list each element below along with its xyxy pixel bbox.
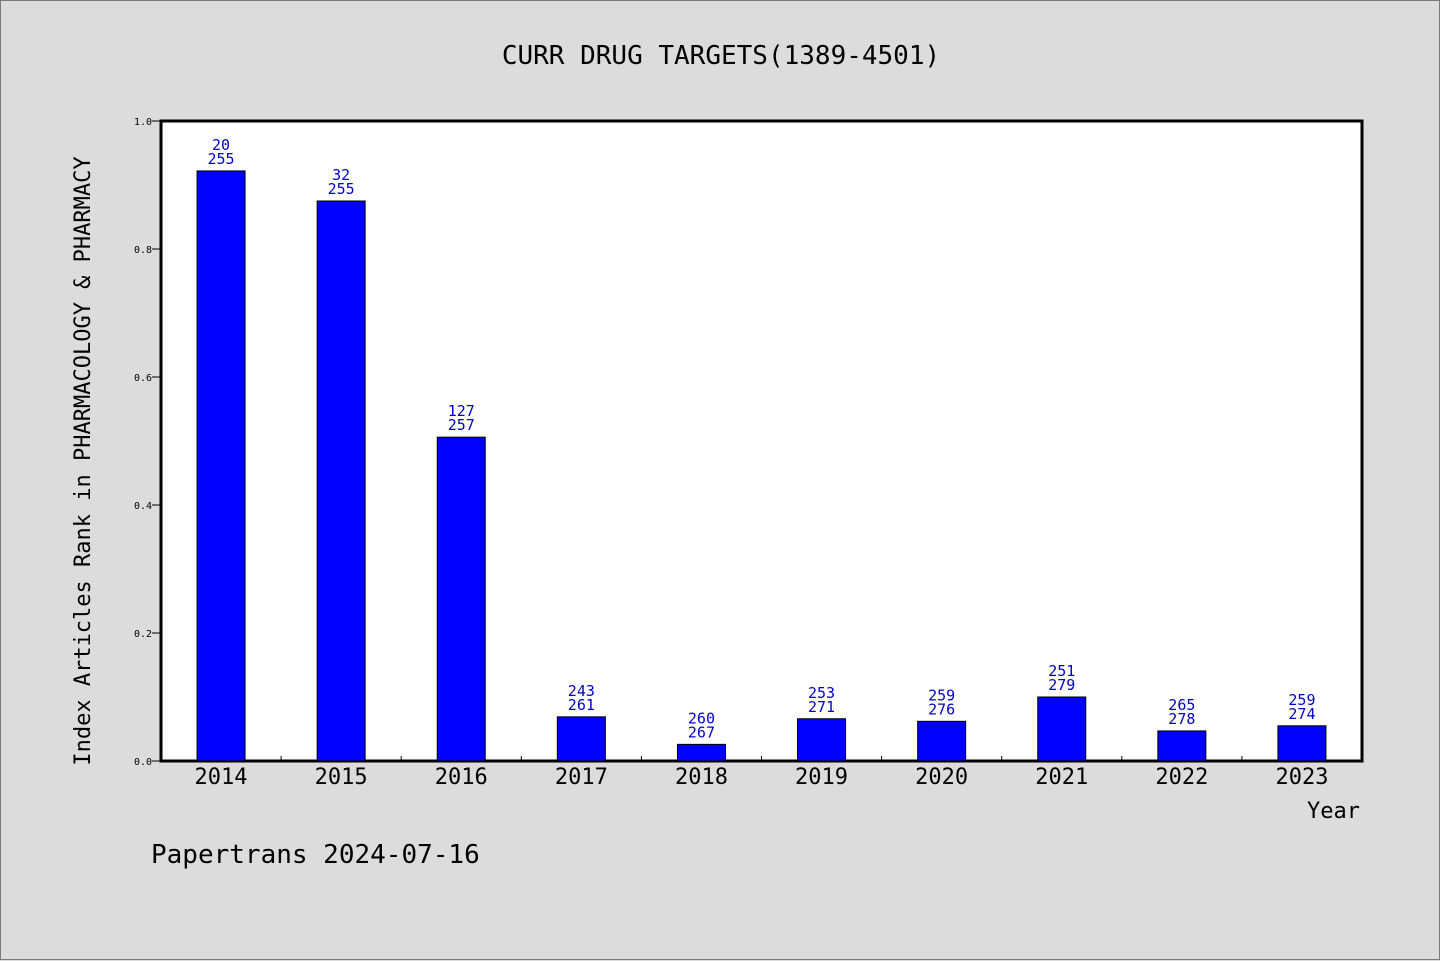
- data-label-total: 255: [208, 150, 235, 168]
- bars-group: [196, 170, 1327, 762]
- footer-text: Papertrans 2024-07-16: [151, 840, 480, 870]
- bar-2022: [1157, 730, 1207, 762]
- x-axis-label: Year: [1307, 799, 1360, 824]
- x-tick-label: 2016: [435, 765, 488, 790]
- x-tick-label: 2019: [795, 765, 848, 790]
- bar-2023: [1277, 725, 1327, 762]
- bar-2019: [797, 718, 847, 762]
- data-label-total: 274: [1288, 705, 1315, 723]
- x-tick-label: 2022: [1155, 765, 1208, 790]
- data-label-rank: 253: [808, 684, 835, 702]
- y-tick-label: 0.8: [134, 245, 152, 256]
- bar-2014: [196, 170, 246, 762]
- data-label-total: 278: [1168, 710, 1195, 728]
- bar-2017: [556, 716, 606, 762]
- x-tick-label: 2014: [195, 765, 248, 790]
- data-label-total: 261: [568, 696, 595, 714]
- data-label-rank: 243: [568, 682, 595, 700]
- chart-title: CURR DRUG TARGETS(1389-4501): [502, 41, 940, 71]
- y-axis: 0.0 0.2 0.4 0.6 0.8 1.0: [134, 117, 161, 768]
- bar-2020: [917, 720, 967, 762]
- bar-2021: [1037, 696, 1087, 762]
- x-tick-label: 2023: [1275, 765, 1328, 790]
- x-tick-label: 2021: [1035, 765, 1088, 790]
- bar-2018: [676, 743, 726, 762]
- x-tick-label: 2018: [675, 765, 728, 790]
- x-axis: 2014 2015 2016 2017 2018 2019 2020 2021 2022 2023: [195, 756, 1328, 790]
- data-label-total: 276: [928, 700, 955, 718]
- data-label-rank: 260: [688, 709, 715, 727]
- data-label-total: 255: [328, 180, 355, 198]
- data-label-total: 267: [688, 723, 715, 741]
- bar-2016: [436, 436, 486, 762]
- data-label-total: 257: [448, 416, 475, 434]
- data-label-rank: 127: [448, 402, 475, 420]
- data-label-rank: 265: [1168, 696, 1195, 714]
- data-label-rank: 32: [332, 166, 350, 184]
- y-tick-label: 1.0: [134, 117, 152, 128]
- x-tick-label: 2015: [315, 765, 368, 790]
- data-label-rank: 259: [1288, 691, 1315, 709]
- data-label-total: 271: [808, 698, 835, 716]
- data-label-total: 279: [1048, 676, 1075, 694]
- y-axis-label: Index Articles Rank in PHARMACOLOGY & PH…: [71, 156, 96, 765]
- y-tick-label: 0.6: [134, 373, 152, 384]
- bar-2015: [316, 200, 366, 762]
- y-tick-label: 0.4: [134, 501, 152, 512]
- data-labels-group: 2025532255127257243261260267253271259276…: [208, 136, 1316, 741]
- x-tick-label: 2017: [555, 765, 608, 790]
- data-label-rank: 259: [928, 686, 955, 704]
- y-tick-label: 0.0: [134, 757, 152, 768]
- data-label-rank: 20: [212, 136, 230, 154]
- y-tick-label: 0.2: [134, 629, 152, 640]
- data-label-rank: 251: [1048, 662, 1075, 680]
- x-tick-label: 2020: [915, 765, 968, 790]
